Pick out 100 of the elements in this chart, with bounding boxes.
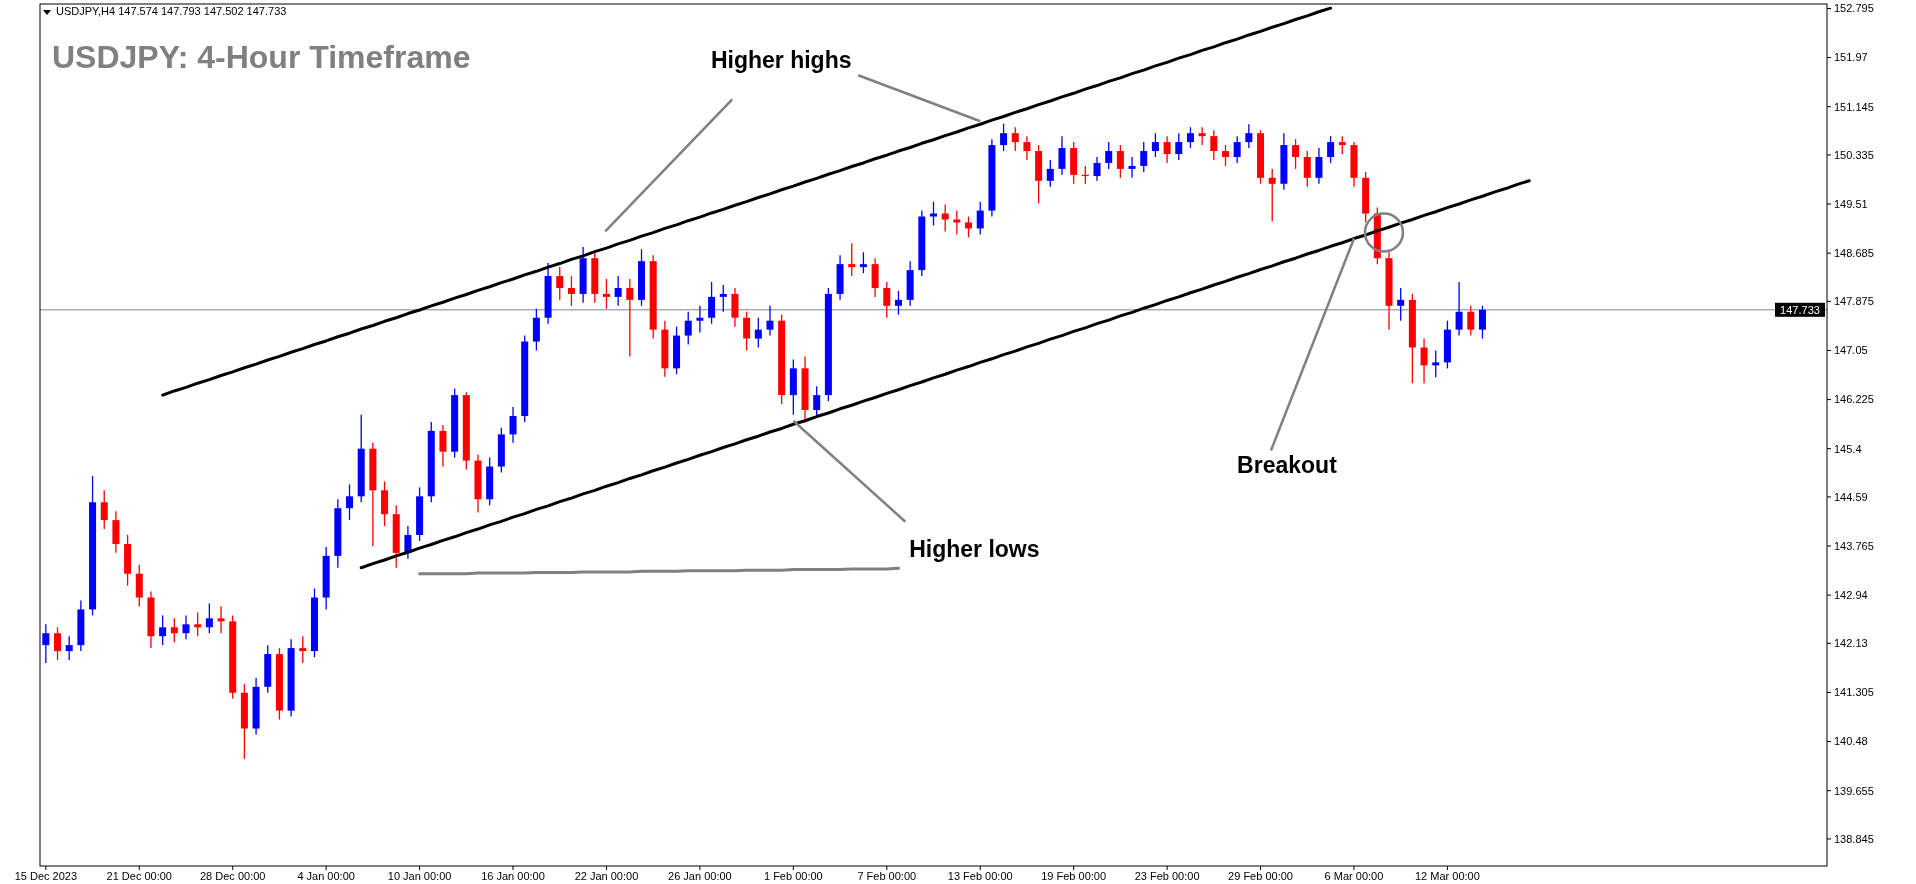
candlestick (1292, 138, 1300, 170)
candlestick (1186, 126, 1194, 149)
candlestick (159, 614, 167, 646)
y-tick-label: 140.48 (1834, 735, 1868, 748)
x-tick-label: 29 Feb 00:00 (1228, 870, 1293, 882)
candlestick (1140, 141, 1148, 173)
candlestick (626, 278, 634, 358)
y-tick-label: 148.685 (1834, 246, 1874, 259)
line-series (359, 179, 1531, 570)
candlestick (813, 385, 821, 417)
candlestick (719, 284, 727, 313)
x-tick-label: 7 Feb 00:00 (857, 870, 917, 882)
candlestick (1105, 141, 1113, 170)
candlestick (217, 605, 225, 634)
candlestick (567, 275, 575, 307)
y-tick-label: 146.225 (1834, 393, 1874, 406)
x-tick-label: 6 Mar 00:00 (1324, 870, 1384, 882)
candlestick (54, 626, 62, 661)
candlestick (1093, 156, 1101, 182)
candlestick (708, 281, 716, 325)
candlestick (1023, 135, 1031, 161)
y-tick-label: 152.795 (1834, 2, 1874, 15)
candlestick (976, 200, 984, 236)
y-tick-label: 150.335 (1834, 148, 1874, 161)
x-tick-label: 15 Dec 2023 (14, 870, 78, 882)
candlestick (381, 480, 389, 527)
y-tick-label: 145.4 (1834, 442, 1862, 455)
x-tick-label: 1 Feb 00:00 (763, 870, 823, 882)
candlestick (194, 611, 202, 637)
candlestick (100, 489, 108, 530)
candlestick (859, 251, 867, 274)
x-tick-label: 21 Dec 00:00 (106, 870, 172, 882)
candlestick (941, 203, 949, 233)
y-tick-label: 138.845 (1834, 832, 1874, 845)
y-tick-label: 149.51 (1834, 197, 1868, 210)
candlestick (1058, 135, 1066, 176)
candlestick (614, 275, 622, 307)
candlestick (731, 287, 739, 328)
candlestick (1233, 135, 1241, 164)
x-tick-label: 10 Jan 00:00 (387, 870, 452, 882)
candlestick (1175, 132, 1183, 161)
candlestick (965, 215, 973, 239)
candlestick (1210, 129, 1218, 161)
candlestick (743, 311, 751, 352)
candlestick (1327, 135, 1335, 164)
candlestick (684, 311, 692, 346)
candlestick (205, 602, 213, 634)
candlestick (1397, 287, 1405, 322)
candlestick (602, 278, 610, 310)
candlestick (1151, 132, 1159, 158)
candlestick (1046, 159, 1054, 188)
candlestick (894, 290, 902, 316)
x-tick-label: 12 Mar 00:00 (1414, 870, 1480, 882)
x-tick-label: 22 Jan 00:00 (574, 870, 639, 882)
x-tick-label: 23 Feb 00:00 (1134, 870, 1200, 882)
candlestick (556, 266, 564, 301)
y-tick-label: 151.145 (1834, 100, 1874, 113)
candlestick (1198, 126, 1206, 146)
candlestick (1245, 123, 1253, 149)
y-tick-label: 147.875 (1834, 295, 1874, 308)
x-tick-label: 26 Jan 00:00 (668, 870, 732, 882)
candlestick (182, 614, 190, 640)
candlestick (439, 424, 447, 468)
candlestick (1011, 126, 1019, 152)
candlestick (1315, 147, 1323, 185)
candlestick (754, 317, 762, 349)
candlestick (1221, 144, 1229, 167)
candlestick (532, 308, 540, 352)
candlestick (696, 305, 704, 334)
candlestick (766, 305, 774, 337)
x-tick-label: 16 Jan 00:00 (481, 870, 545, 882)
candlestick (1432, 349, 1440, 378)
candlestick (871, 257, 879, 298)
candlestick (1420, 337, 1428, 384)
y-tick-label: 144.59 (1834, 490, 1868, 503)
candlestick (848, 242, 856, 277)
text: USDJPY: 4-Hour Timeframe (52, 39, 471, 75)
y-tick-label: 151.97 (1834, 51, 1868, 64)
candlestick (299, 635, 307, 664)
candlestick (346, 483, 354, 521)
candlestick (1478, 305, 1486, 340)
annotation: Higher highs (710, 47, 852, 74)
candlestick (1163, 135, 1171, 164)
ref-line-label: 147.733 (1780, 303, 1820, 316)
candlestick (509, 406, 517, 444)
candlestick (112, 510, 120, 554)
y-tick-label: 147.05 (1834, 344, 1868, 357)
candlestick (1467, 305, 1475, 337)
candlestick (883, 281, 891, 319)
candlestick (930, 200, 937, 227)
x-tick-label: 4 Jan 00:00 (297, 870, 355, 882)
candlestick (1116, 144, 1124, 179)
candlestick (170, 617, 178, 643)
candlestick (1000, 123, 1008, 152)
y-tick-label: 142.13 (1834, 637, 1868, 650)
chart-subtitle: USDJPY,H4 147.574 147.793 147.502 147.733 (56, 5, 287, 17)
candlestick (1128, 156, 1136, 179)
y-tick-label: 141.305 (1834, 686, 1874, 699)
x-tick-label: 13 Feb 00:00 (947, 870, 1013, 882)
candlestick (42, 623, 50, 664)
